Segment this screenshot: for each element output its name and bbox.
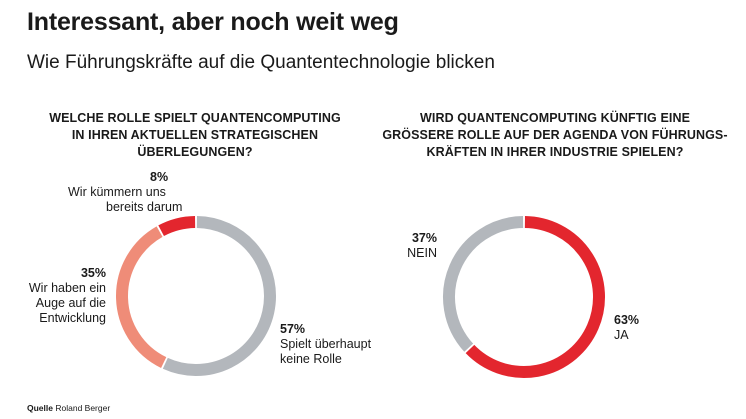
source-label: Quelle [27, 403, 53, 413]
chart1-pct-keine: 57% [280, 322, 306, 336]
source-text: Roland Berger [55, 403, 111, 413]
chart1-label-line: Wir kümmern uns [68, 185, 166, 199]
chart1-question: WELCHE ROLLE SPIELT QUANTENCOMPUTING IN … [40, 110, 350, 161]
chart1-label-line: Auge auf die [35, 296, 106, 310]
chart1-label-line: bereits darum [106, 200, 183, 214]
chart2-question-line: WIRD QUANTENCOMPUTING KÜNFTIG EINE [419, 111, 691, 125]
source-note: Quelle Roland Berger [27, 403, 110, 413]
chart2-label-nein: 37% NEIN [395, 231, 437, 261]
chart1-question-line: WELCHE ROLLE SPIELT QUANTENCOMPUTING [49, 111, 341, 125]
chart1-slice-0 [162, 216, 276, 376]
page-subtitle: Wie Führungskräfte auf die Quantentechno… [27, 52, 495, 73]
donut-chart-1 [116, 216, 276, 376]
chart1-label-keine: 57% Spielt überhaupt keine Rolle [280, 322, 371, 367]
chart2-label-line: JA [614, 328, 629, 342]
chart2-question-line: KRÄFTEN IN IHRER INDUSTRIE SPIELEN? [426, 145, 684, 159]
chart1-slice-1 [116, 226, 167, 368]
chart1-pct-auge: 35% [80, 266, 106, 280]
chart1-question-line: ÜBERLEGUNGEN? [137, 145, 253, 159]
page-title: Interessant, aber noch weit weg [27, 8, 399, 36]
chart2-pct-nein: 37% [411, 231, 437, 245]
chart2-question-line: GRÖSSERE ROLLE AUF DER AGENDA VON FÜHRUN… [382, 128, 728, 142]
chart1-pct-bereits: 8% [150, 170, 169, 184]
chart1-label-line: Wir haben ein [28, 281, 106, 295]
chart2-question: WIRD QUANTENCOMPUTING KÜNFTIG EINE GRÖSS… [380, 110, 730, 161]
chart1-label-line: Spielt überhaupt [280, 337, 372, 351]
chart1-question-line: IN IHREN AKTUELLEN STRATEGISCHEN [71, 128, 319, 142]
chart2-slice-0 [465, 216, 605, 378]
chart1-label-line: Entwicklung [39, 311, 106, 325]
donut-chart-2 [443, 216, 605, 378]
chart2-pct-ja: 63% [614, 313, 640, 327]
chart1-label-bereits: 8% Wir kümmern uns bereits darum [68, 170, 182, 215]
chart1-label-auge: 35% Wir haben ein Auge auf die Entwicklu… [28, 266, 106, 326]
chart2-label-line: NEIN [407, 246, 437, 260]
chart1-label-line: keine Rolle [280, 352, 342, 366]
chart2-slice-1 [443, 216, 524, 352]
chart1-slice-2 [158, 216, 196, 237]
chart2-label-ja: 63% JA [614, 313, 639, 343]
